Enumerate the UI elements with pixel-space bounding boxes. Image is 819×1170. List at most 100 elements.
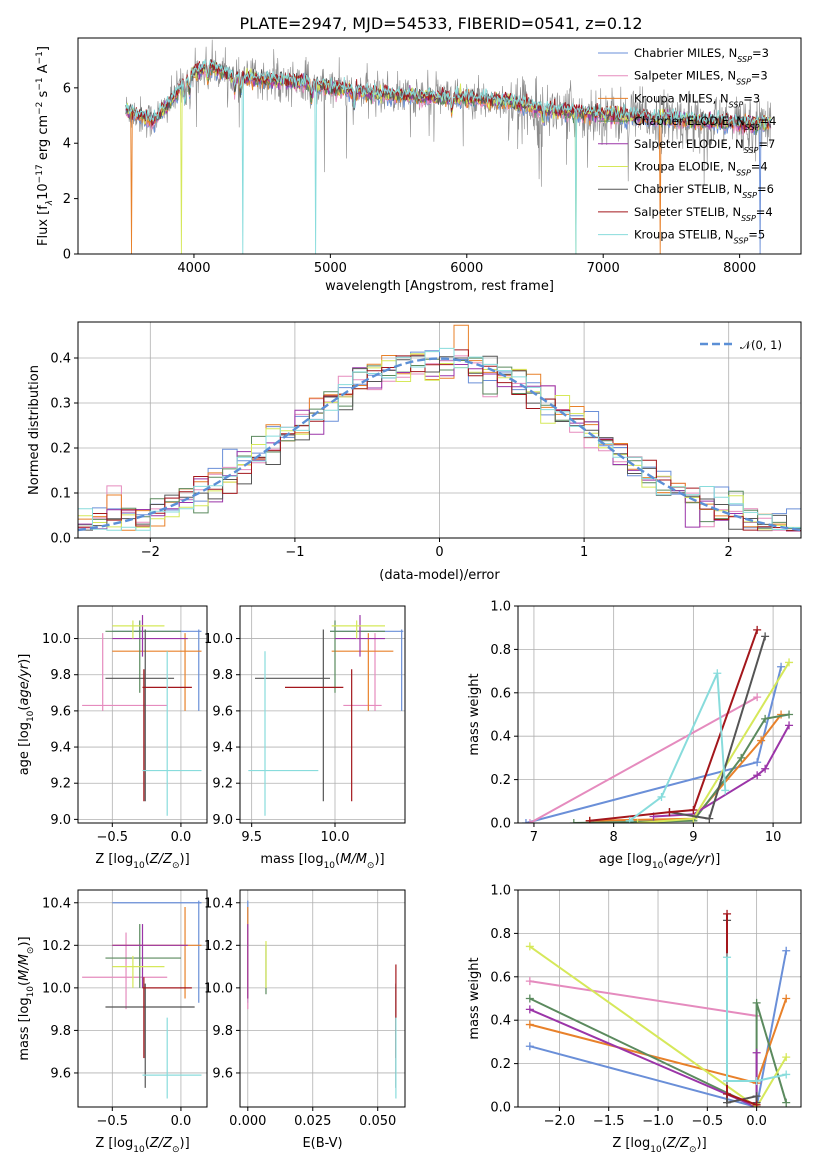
legend-entry: Salpeter MILES, NSSP=3 (634, 69, 768, 87)
x-tick-label: 4000 (177, 261, 210, 276)
errorbar-chabrier-miles (330, 629, 404, 711)
series-kroupa-miles (585, 710, 786, 823)
data-point (761, 632, 770, 641)
plot-area (247, 900, 397, 1099)
axes-frame: −2 −1 0 1 2 0.0 0.1 0.2 0.3 0.4 𝒩(0, 1) (data-model… (27, 321, 802, 583)
x-tick-label: 0.000 (229, 1114, 266, 1129)
errorbar-salpeter-elodie (112, 615, 188, 657)
legend-entry: Kroupa MILES, NSSP=3 (634, 91, 760, 109)
x-axis-label: E(B-V) (302, 1136, 342, 1151)
plot-area (125, 39, 772, 254)
data-point (753, 771, 762, 780)
data-point (525, 1020, 534, 1029)
data-point (761, 714, 770, 723)
data-point (737, 753, 746, 762)
x-tick-label: −1 (285, 545, 304, 560)
axes-box (517, 605, 802, 824)
data-point (689, 805, 698, 814)
y-tick-label: 9.6 (212, 1066, 233, 1081)
y-tick-label: 0.8 (490, 927, 511, 942)
y-tick-label: 9.2 (50, 777, 71, 792)
x-tick-label: 0.0 (171, 830, 192, 845)
errorbar-salpeter-miles (82, 633, 168, 711)
model-spectrum-kroupa-stelib (125, 59, 772, 254)
data-point (785, 721, 794, 730)
y-tick-label: 9.6 (212, 704, 233, 719)
x-tick-label: 0.0 (746, 1114, 767, 1129)
panel-age-vs-mass: 9.5 10.0 9.0 9.2 9.4 9.6 9.8 10.0 mass [log10(M/… (204, 605, 406, 871)
x-axis-label: wavelength [Angstrom, rest frame] (325, 279, 554, 294)
errorbar-kroupa-miles (112, 633, 202, 711)
data-point (705, 814, 714, 823)
legend-entry: Chabrier ELODIE, NSSP=4 (634, 114, 776, 132)
y-tick-label: 0.6 (490, 970, 511, 985)
data-point (521, 819, 530, 823)
x-axis-label: Z [log10(Z/Z⊙)] (612, 1136, 706, 1155)
data-point (525, 1005, 534, 1014)
errorbar-kroupa-elodie (112, 620, 165, 639)
x-axis-label: Z [log10(Z/Z⊙)] (95, 1136, 189, 1155)
errorbar-kroupa-stelib (248, 651, 319, 816)
legend-entry: Chabrier STELIB, NSSP=6 (634, 182, 774, 200)
errorbar-salpeter-elodie (112, 924, 188, 988)
errorbar-kroupa-elodie (331, 620, 385, 639)
data-point (713, 669, 722, 678)
plot-area (78, 324, 801, 538)
y-tick-label: 0.0 (490, 817, 511, 832)
y-tick-label: 9.6 (50, 704, 71, 719)
y-tick-label: 0.3 (50, 397, 71, 412)
y-tick-label: 9.4 (50, 741, 71, 756)
x-tick-label: 1 (580, 545, 588, 560)
y-tick-label: 0.4 (50, 352, 71, 367)
y-axis-label: Flux [fλ10−17 erg cm−2 s−1 A−1] (35, 46, 55, 246)
data-point (753, 758, 762, 767)
data-point (569, 819, 578, 823)
panel-mass-vs-ebv: 0.000 0.025 0.050 9.6 9.8 10.0 10.2 10.4 E(B-V) (204, 889, 406, 1151)
data-point (723, 1076, 732, 1085)
y-axis-label: mass weight (467, 673, 482, 755)
errorbar-chabrier-elodie (105, 924, 181, 988)
axes-box (77, 37, 802, 255)
x-tick-label: 10 (765, 830, 782, 845)
data-point (777, 662, 786, 671)
data-point (785, 658, 794, 667)
y-tick-label: 9.8 (50, 668, 71, 683)
x-tick-label: −2 (141, 545, 160, 560)
data-point (752, 998, 761, 1007)
x-tick-label: 9 (689, 830, 697, 845)
data-point (782, 1098, 791, 1107)
x-axis-label: mass [log10(M/M⊙)] (260, 852, 384, 871)
data-point (525, 942, 534, 951)
y-tick-label: 9.8 (50, 1024, 71, 1039)
series-chabrier-elodie (569, 710, 794, 823)
data-point (525, 819, 534, 823)
x-tick-label: 0.0 (171, 1114, 192, 1129)
axes-box (239, 889, 406, 1108)
y-tick-label: 0.0 (490, 1101, 511, 1116)
x-tick-label: −1.0 (642, 1114, 674, 1129)
axes-box (517, 889, 802, 1108)
legend-entry: Kroupa STELIB, NSSP=5 (634, 228, 765, 246)
axes-box (77, 889, 208, 1108)
axes-frame: 7 8 9 10 0.0 0.2 0.4 0.6 0.8 1.0 age [log10(age/yr… (467, 600, 802, 871)
axes-box (77, 605, 208, 824)
axes-frame: 4000 5000 6000 7000 8000 0 2 4 6 Chabrier MILES, … (35, 37, 802, 294)
y-tick-label: 9.2 (212, 777, 233, 792)
x-axis-label: Z [log10(Z/Z⊙)] (95, 852, 189, 871)
axes-frame: −0.5 0.0 9.6 9.8 10.0 10.2 10.4 Z [log10(Z/Z⊙)]… (17, 889, 208, 1155)
data-point (525, 977, 534, 986)
y-tick-label: 9.0 (212, 813, 233, 828)
y-tick-label: 10.2 (204, 939, 233, 954)
y-tick-label: 1.0 (490, 600, 511, 615)
errorbar-chabrier-elodie (105, 620, 181, 693)
legend-entry: Salpeter STELIB, NSSP=4 (634, 205, 773, 223)
x-tick-label: −0.5 (97, 830, 129, 845)
y-axis-label: Normed distribution (27, 365, 42, 495)
series-kroupa-stelib (723, 953, 791, 1085)
x-tick-label: −0.5 (97, 1114, 129, 1129)
y-tick-label: 0.2 (490, 773, 511, 788)
y-tick-label: 0.8 (490, 643, 511, 658)
plot-area (82, 615, 202, 816)
y-tick-label: 0.4 (490, 1014, 511, 1029)
